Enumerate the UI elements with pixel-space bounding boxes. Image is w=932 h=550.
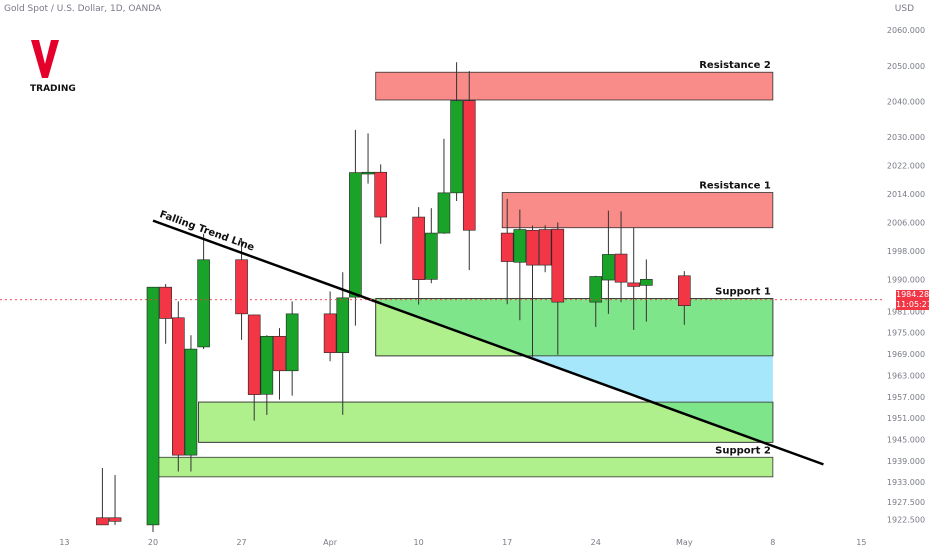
axes-layer: 2060.000 2050.000 2040.000 2030.000 2022.000… [0,26,925,547]
candle-up [513,229,527,263]
candle-up [260,335,274,395]
zone-support-2 [147,456,774,478]
candle-up [349,172,362,298]
candle-down [159,286,172,319]
zone-label: Resistance 1 [699,181,771,192]
support-1-dark-overlay [367,298,773,356]
falling-trend-line [152,219,824,466]
x-tick-label: 20 [148,538,158,547]
brand-logo [30,38,60,85]
y-tick-label: 2060.000 [887,26,925,35]
currency-label: USD [894,4,914,14]
candle-down [677,275,691,306]
candle-up [640,279,653,286]
candle-up [146,286,160,526]
last-price-value: 1984.285 [896,289,932,299]
zone-label: Support 1 [715,287,771,298]
y-tick-label: 1922.500 [887,516,925,525]
y-tick-label: 1945.000 [887,435,925,444]
candle-up [361,171,375,175]
last-price-tag: 1984.285 11:05:27 [896,289,932,310]
y-tick-label: 2022.000 [887,161,925,170]
y-tick-label: 1969.000 [887,350,925,359]
y-tick-label: 1933.000 [887,478,925,487]
candle-down [96,517,109,526]
y-tick-label: 1998.000 [887,247,925,256]
candle-up [336,297,350,353]
zone-label: Resistance 2 [699,60,771,71]
candle-up [437,192,451,234]
y-tick-label: 2030.000 [887,133,925,142]
zone-border [375,298,774,357]
symbol-title: Gold Spot / U.S. Dollar, 1D, OANDA [4,4,162,14]
x-tick-label: 17 [502,538,512,547]
brand-logo-text: TRADING [30,84,76,94]
candle-down [374,171,388,218]
zone-border [198,401,774,443]
candle-down [172,317,185,456]
candle-down [273,335,286,372]
candle-down [500,232,514,262]
x-tick-label: 8 [770,538,775,547]
y-tick-label: 1981.000 [887,307,925,316]
y-tick-label: 1975.000 [887,329,925,338]
candle-down [538,229,552,266]
x-tick-label: 13 [59,538,69,547]
candle-up [589,276,603,303]
y-tick-label: 1963.000 [887,371,925,380]
candle-down [462,100,476,231]
candle-up [602,254,615,281]
x-tick-label: 10 [414,538,424,547]
zone-resistance-1 [501,192,774,229]
candle-up [184,348,198,456]
candle-up [424,232,438,280]
candle-down [235,259,248,315]
y-tick-label: 1939.000 [887,457,925,466]
last-price-countdown: 11:05:27 [896,299,932,309]
y-tick-label: 1951.000 [887,414,925,423]
candle-down [627,282,641,287]
candle-down [323,313,337,353]
x-tick-label: May [676,538,693,547]
x-tick-label: Apr [323,538,338,547]
zone-label: Support 2 [715,445,771,456]
candle-down [551,228,565,303]
zone-resistance-2 [375,71,774,101]
y-tick-label: 2050.000 [887,62,925,71]
x-tick-label: 15 [856,538,866,547]
candle-up [197,259,210,348]
candle-down [412,216,425,280]
cyan-overlay [524,355,773,403]
y-tick-label: 2006.000 [887,218,925,227]
zones-layer: Resistance 2 Resistance 1 Support 1 Support… [147,60,774,478]
y-tick-label: 1957.000 [887,393,925,402]
y-tick-label: 2014.000 [887,190,925,199]
candle-down [614,253,628,283]
candle-up [285,313,299,372]
y-tick-label: 1927.500 [887,498,925,507]
candle-down [247,314,261,395]
y-tick-label: 2040.000 [887,97,925,106]
x-tick-label: 27 [236,538,246,547]
x-tick-label: 24 [591,538,601,547]
y-tick-label: 1990.000 [887,275,925,284]
candle-down [526,229,539,266]
candle-up [450,100,463,194]
candles-layer [96,62,691,532]
trend-line-label: Falling Trend Line [158,209,256,254]
v-logo-icon [31,40,59,78]
candle-down [108,517,122,522]
